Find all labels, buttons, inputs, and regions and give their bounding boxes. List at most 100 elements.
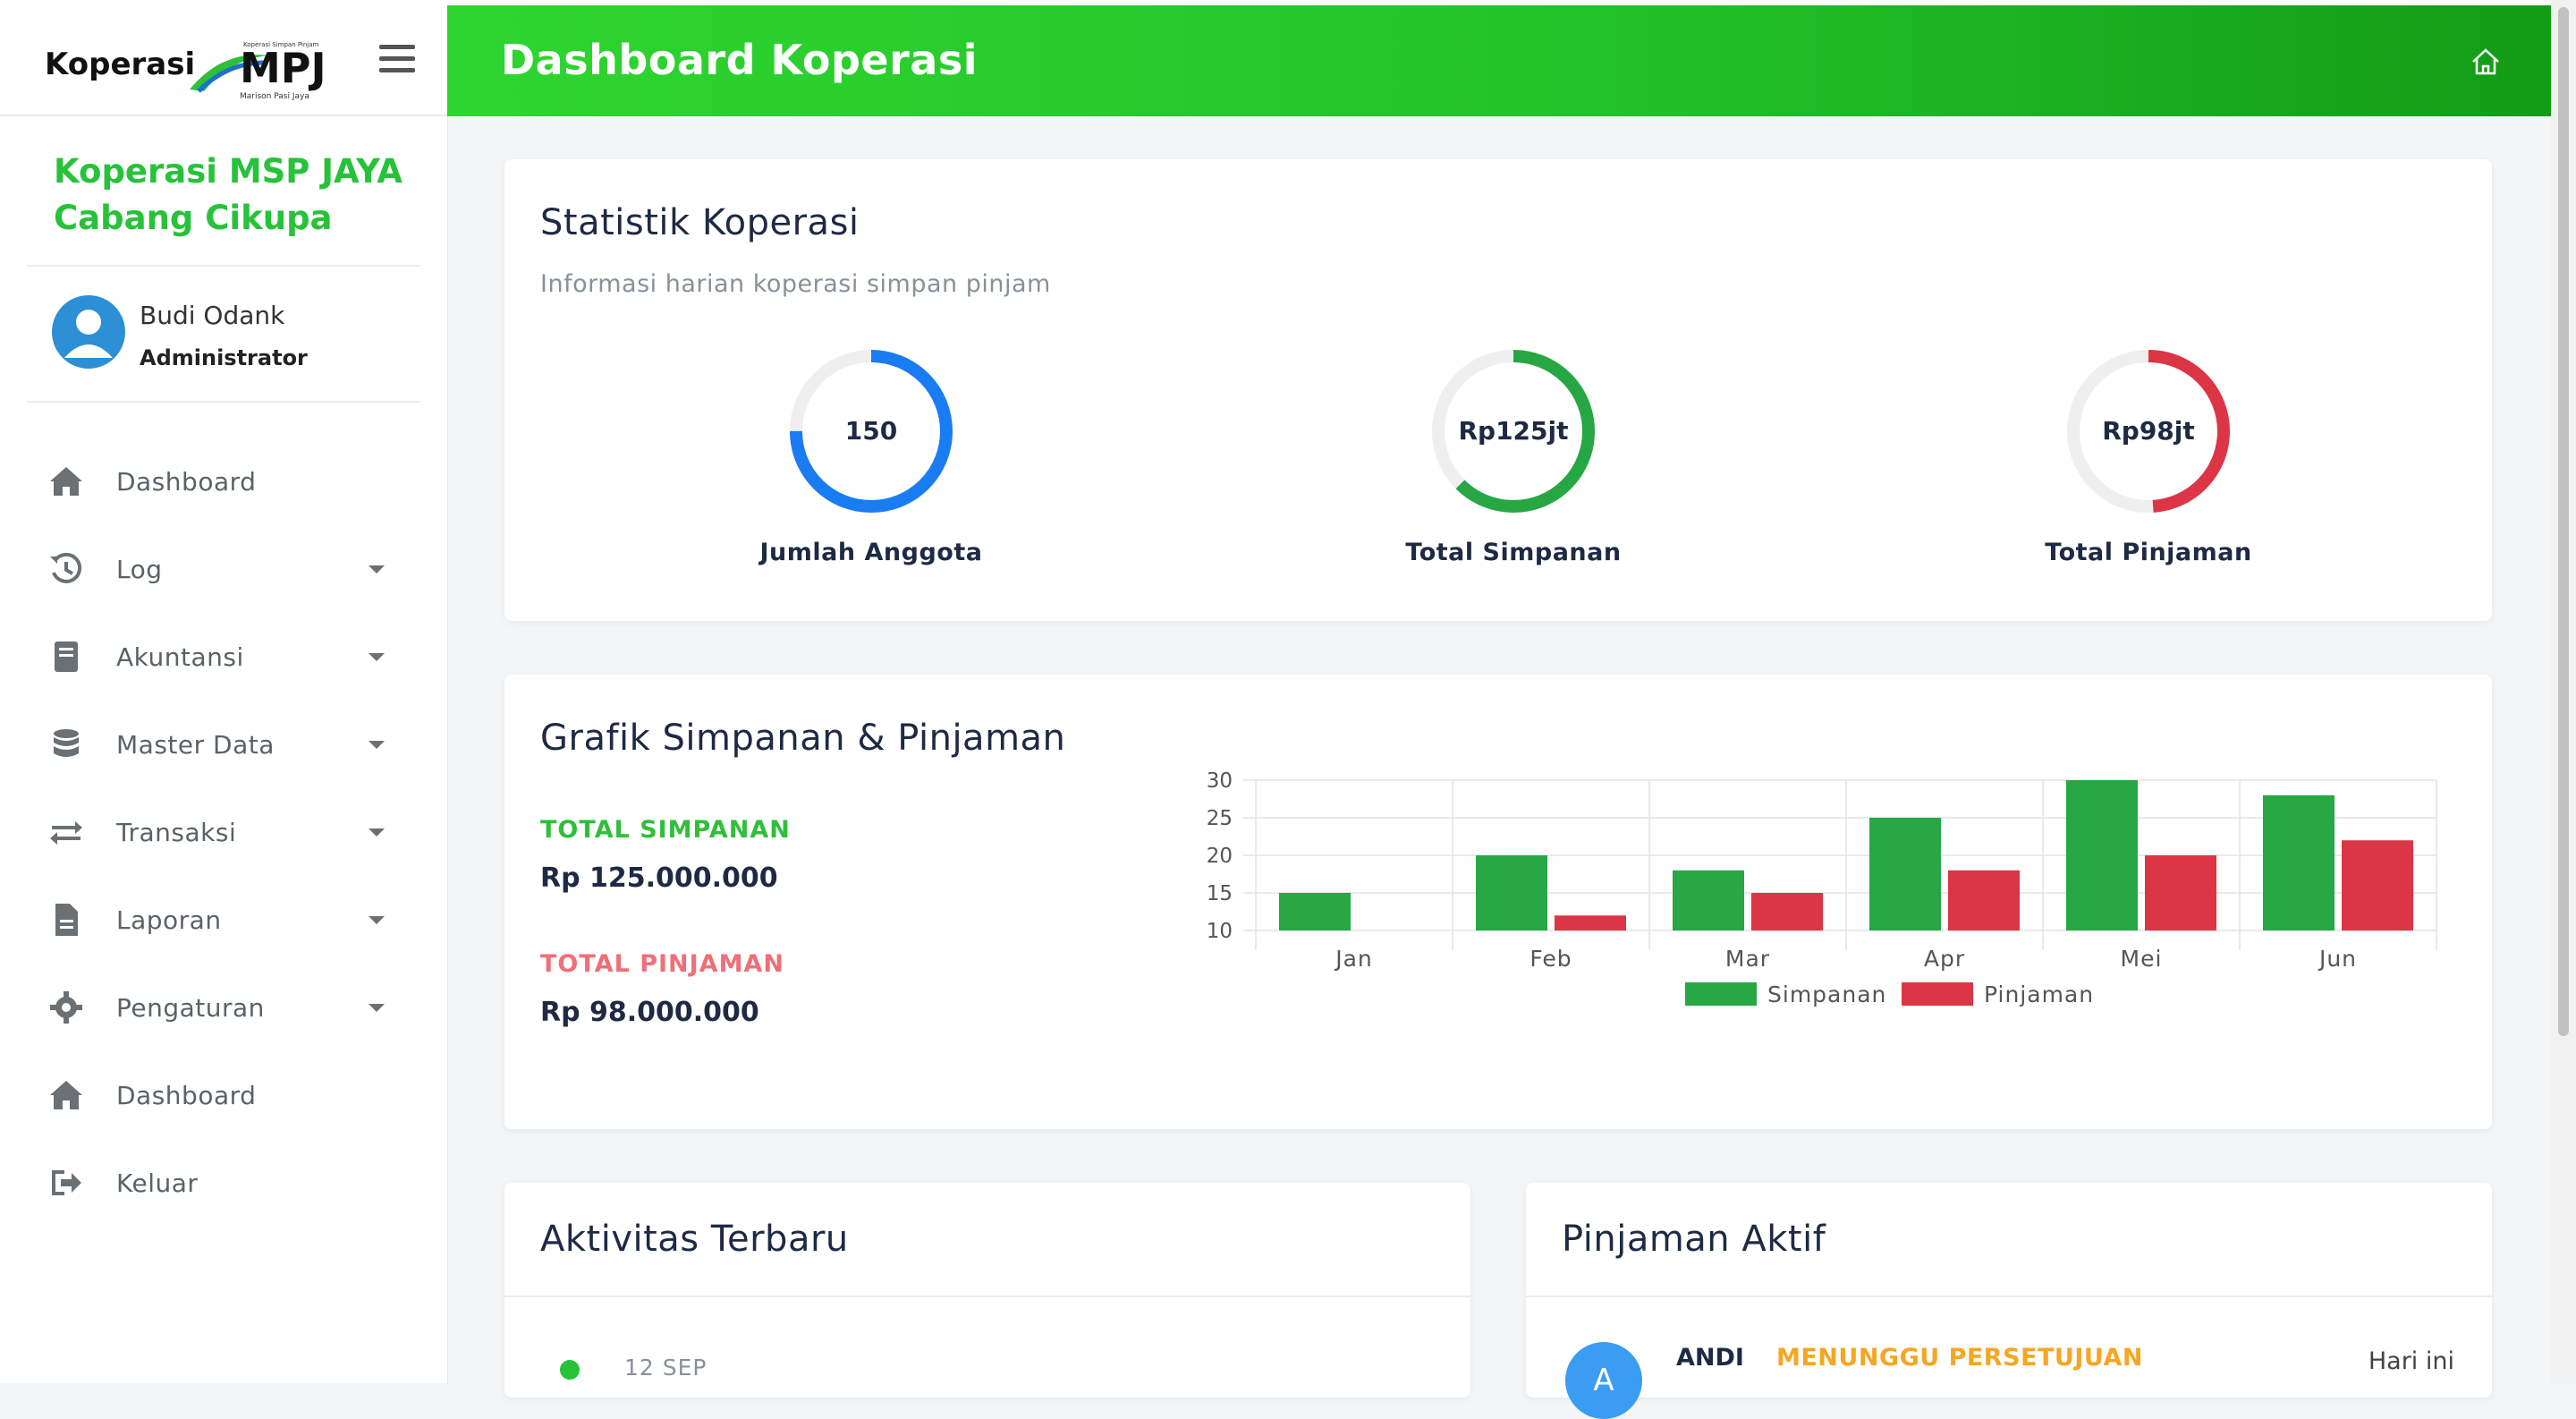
bar-simpanan-jun: [2263, 794, 2334, 930]
chevron-down-icon: [369, 916, 385, 924]
divider: [504, 1296, 1470, 1297]
home-icon: [50, 1081, 82, 1109]
gauge-value: 150: [844, 416, 898, 446]
y-tick-label: 20: [1207, 845, 1233, 868]
sidebar-item-label: Laporan: [116, 905, 222, 935]
stats-card: Statistik Koperasi Informasi harian kope…: [504, 159, 2492, 621]
activity-title: Aktivitas Terbaru: [540, 1219, 849, 1260]
chevron-down-icon: [369, 1004, 385, 1012]
sign-out-icon: [52, 1170, 81, 1195]
chevron-down-icon: [369, 565, 385, 574]
gauge-label: Total Pinjaman: [2045, 539, 2252, 566]
sidebar-brand: Koperasi MPJ Koperasi Simpan Pinjam Mari…: [0, 5, 447, 116]
sidebar-item-dashboard-2[interactable]: Dashboard: [0, 1054, 447, 1142]
menu-toggle-button[interactable]: [379, 45, 415, 75]
sidebar-item-log[interactable]: Log: [0, 528, 447, 616]
gauge-label: Total Simpanan: [1405, 539, 1622, 566]
chevron-down-icon: [369, 828, 385, 837]
loan-status-badge: MENUNGGU PERSETUJUAN: [1776, 1344, 2143, 1372]
bar-simpanan-jan: [1279, 893, 1351, 930]
sidebar-item-master-data[interactable]: Master Data: [0, 703, 447, 791]
active-loans-card: Pinjaman Aktif A ANDI MENUNGGU PERSETUJU…: [1526, 1183, 2492, 1419]
sidebar-item-dashboard[interactable]: Dashboard: [0, 440, 447, 528]
sidebar-item-transaksi[interactable]: Transaksi: [0, 791, 447, 879]
sidebar-item-label: Master Data: [116, 730, 275, 760]
sidebar-item-keluar[interactable]: Keluar: [0, 1142, 447, 1229]
x-tick-label: Feb: [1530, 946, 1572, 972]
bar-simpanan-apr: [1869, 818, 1941, 930]
bar-simpanan-feb: [1476, 855, 1547, 930]
legend-label-pinjaman: Pinjaman: [1984, 981, 2094, 1007]
sidebar-item-label: Pengaturan: [116, 993, 265, 1023]
gauge-anggota: 150: [784, 344, 959, 519]
bar-pinjaman-apr: [1948, 870, 2020, 930]
mpj-logo: MPJ Koperasi Simpan Pinjam Marison Pasi …: [190, 41, 326, 101]
stats-title: Statistik Koperasi: [540, 202, 860, 243]
home-outline-icon[interactable]: [2469, 45, 2503, 79]
history-icon: [50, 552, 82, 583]
bar-pinjaman-mar: [1751, 893, 1823, 930]
database-icon: [54, 729, 79, 757]
loan-member-name: ANDI: [1676, 1344, 1744, 1372]
active-loans-title: Pinjaman Aktif: [1562, 1219, 1826, 1260]
user-avatar-icon[interactable]: [52, 295, 125, 369]
gauge-arc: [1432, 350, 1595, 513]
sidebar-item-label: Akuntansi: [116, 642, 244, 672]
file-icon: [55, 904, 78, 936]
total-pinjaman-label: TOTAL PINJAMAN: [540, 950, 784, 978]
sidebar-item-label: Dashboard: [116, 467, 257, 497]
branch-name: Koperasi MSP JAYA Cabang Cikupa: [54, 152, 403, 237]
bar-pinjaman-mei: [2145, 855, 2216, 930]
user-role: Administrator: [140, 345, 308, 370]
timeline-dot-icon: [560, 1360, 580, 1380]
divider: [1526, 1296, 2492, 1297]
bar-pinjaman-feb: [1555, 915, 1626, 930]
sidebar: Koperasi MPJ Koperasi Simpan Pinjam Mari…: [0, 5, 448, 1383]
logo-subtitle: Marison Pasi Jaya: [240, 92, 309, 101]
activity-card: Aktivitas Terbaru 12 SEP: [504, 1183, 1470, 1398]
sidebar-menu: Dashboard Log Akuntansi: [0, 440, 447, 1229]
book-icon: [55, 642, 78, 672]
page-scrollbar[interactable]: [2551, 0, 2576, 1383]
exchange-icon: [50, 821, 82, 845]
sidebar-item-pengaturan[interactable]: Pengaturan: [0, 966, 447, 1054]
y-tick-label: 25: [1207, 807, 1233, 830]
gauge-arc: [2067, 350, 2230, 513]
legend-swatch-simpanan: [1685, 982, 1757, 1006]
legend-label-simpanan: Simpanan: [1767, 981, 1886, 1007]
divider: [27, 401, 420, 403]
bar-simpanan-mar: [1673, 870, 1744, 930]
legend-swatch-pinjaman: [1902, 982, 1973, 1006]
x-tick-label: Mei: [2121, 946, 2163, 972]
x-tick-label: Apr: [1924, 946, 1965, 972]
total-simpanan-value: Rp 125.000.000: [540, 862, 778, 894]
x-tick-label: Mar: [1725, 946, 1770, 972]
y-tick-label: 10: [1207, 920, 1233, 943]
gauge-arc: [790, 350, 953, 513]
sidebar-item-akuntansi[interactable]: Akuntansi: [0, 616, 447, 703]
gauge-value: Rp98jt: [2102, 416, 2195, 446]
brand-name: Koperasi: [45, 47, 196, 82]
home-icon: [50, 467, 82, 496]
x-tick-label: Jun: [2318, 946, 2357, 972]
sidebar-item-laporan[interactable]: Laporan: [0, 879, 447, 966]
logo-text: MPJ: [240, 44, 326, 92]
gear-icon: [50, 991, 82, 1024]
gauge-simpanan: Rp125jt: [1426, 344, 1601, 519]
page-title: Dashboard Koperasi: [501, 36, 978, 84]
loan-avatar[interactable]: A: [1565, 1342, 1642, 1419]
scrollbar-thumb[interactable]: [2558, 7, 2569, 1036]
y-tick-label: 15: [1207, 882, 1233, 905]
gauge-label: Jumlah Anggota: [759, 539, 983, 566]
sidebar-item-label: Log: [116, 555, 163, 584]
sidebar-item-label: Transaksi: [116, 818, 237, 847]
bar-chart: 10 15 20 25 30 Jan Feb Mar Apr Mei Jun Simpanan Pinj…: [1207, 769, 2437, 1007]
divider: [27, 265, 420, 267]
sidebar-item-label: Keluar: [116, 1168, 199, 1198]
chart-card: Grafik Simpanan & Pinjaman TOTAL SIMPANA…: [504, 675, 2492, 1129]
stats-subtitle: Informasi harian koperasi simpan pinjam: [540, 270, 1051, 298]
top-header: Dashboard Koperasi: [447, 5, 2551, 116]
y-tick-label: 30: [1207, 769, 1233, 793]
chevron-down-icon: [369, 653, 385, 661]
user-name: Budi Odank: [140, 301, 285, 330]
